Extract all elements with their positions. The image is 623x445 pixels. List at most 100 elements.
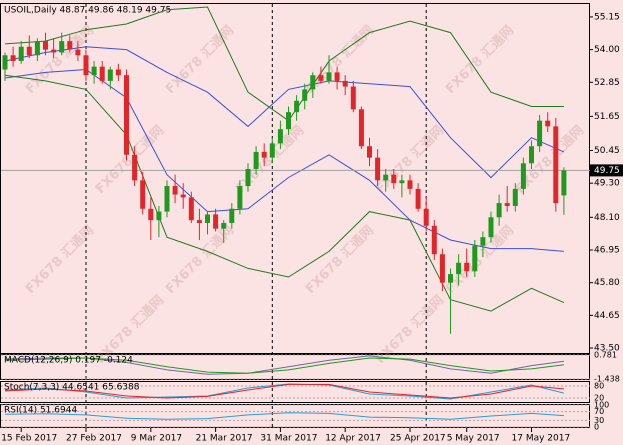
panel-tick-label: 20	[594, 394, 604, 403]
candle-body	[391, 174, 397, 184]
panel-tick-label: 0.781	[594, 351, 617, 360]
candle-body	[480, 237, 486, 246]
candle-body	[310, 75, 316, 90]
y-tick-label: 55.15	[594, 12, 620, 22]
candle-body	[51, 49, 57, 53]
panel-label: MACD(12,26,9) 0.197 -0.124	[4, 356, 133, 366]
y-tick-label: 44.65	[594, 311, 620, 321]
candle-body	[431, 225, 437, 255]
candle-body	[520, 163, 526, 189]
candle-body	[439, 254, 445, 283]
candle-body	[91, 66, 97, 76]
x-tick-label: 9 Mar 2017	[131, 434, 182, 444]
candle-body	[448, 274, 453, 283]
candle-body	[221, 222, 227, 229]
candle-body	[342, 80, 348, 87]
candle-body	[334, 72, 340, 81]
candle-body	[67, 41, 73, 50]
panel-tick-label: 100	[594, 401, 609, 410]
x-tick-label: 31 Mar 2017	[260, 434, 317, 444]
panel-tick-label: 80	[594, 382, 604, 391]
band-line	[4, 68, 564, 252]
chart-title: USOIL,Daily 48.87 49.86 48.19 49.75	[4, 6, 171, 16]
candle-body	[545, 120, 551, 127]
band-line	[4, 74, 565, 312]
x-tick-label: 17 May 2017	[512, 434, 571, 444]
candle-body	[261, 151, 267, 158]
candle-body	[423, 208, 429, 226]
candle-body	[294, 100, 300, 113]
indicator-line	[4, 412, 564, 420]
stoch-frame	[0, 381, 590, 403]
candle-body	[34, 41, 40, 56]
candle-body	[561, 170, 567, 196]
candle-body	[172, 186, 178, 195]
main-frame	[0, 3, 590, 354]
candle-body	[326, 72, 332, 81]
y-tick-label: 51.65	[594, 112, 620, 122]
candle-body	[107, 69, 113, 81]
candle-body	[456, 262, 462, 275]
candle-body	[464, 262, 470, 272]
panel-tick-label: -1.438	[594, 375, 620, 384]
y-tick-label: 43.50	[594, 344, 620, 354]
candle-body	[318, 75, 324, 81]
candle-body	[115, 69, 121, 76]
x-tick-label: 5 May 2017	[447, 434, 500, 444]
candle-body	[504, 203, 510, 206]
candle-body	[553, 126, 559, 204]
candle-body	[269, 143, 275, 158]
candle-body	[383, 174, 389, 181]
y-tick-label: 54.00	[594, 45, 620, 55]
indicator-line	[4, 383, 564, 399]
panel-tick-label: 0	[594, 423, 599, 432]
candle-body	[188, 197, 194, 221]
x-tick-label: 21 Mar 2017	[196, 434, 253, 444]
candle-body	[415, 188, 421, 209]
candle-body	[140, 180, 146, 209]
candle-body	[43, 41, 48, 50]
candle-body	[488, 217, 494, 238]
candle-body	[132, 154, 138, 181]
candle-body	[10, 55, 16, 61]
candle-body	[472, 245, 478, 272]
candle-body	[180, 194, 186, 198]
x-tick-label: 25 Apr 2017	[390, 434, 446, 444]
candle-body	[399, 180, 405, 184]
indicator-line	[4, 357, 564, 374]
candle-body	[512, 188, 518, 206]
candle-body	[213, 214, 219, 229]
candle-body	[2, 55, 8, 70]
candle-body	[407, 180, 413, 189]
candle-body	[245, 168, 251, 187]
y-tick-label: 50.45	[594, 146, 620, 156]
candle-body	[59, 41, 65, 53]
y-tick-label: 49.30	[594, 179, 620, 189]
candle-body	[156, 211, 162, 221]
candle-body	[286, 112, 291, 130]
candle-body	[18, 46, 24, 61]
panel-label: RSI(14) 51.6944	[4, 406, 77, 416]
candle-body	[196, 220, 202, 223]
candle-body	[277, 129, 283, 144]
candle-body	[253, 151, 259, 169]
candle-body	[26, 46, 32, 56]
candle-body	[124, 75, 129, 155]
y-tick-label: 46.95	[594, 245, 620, 255]
x-tick-label: 27 Feb 2017	[66, 434, 122, 444]
candle-body	[229, 208, 235, 223]
panel-label: Stoch(7,3,3) 44.6541 65.6388	[4, 383, 140, 393]
candle-body	[350, 86, 356, 110]
candle-body	[205, 214, 210, 223]
candle-body	[367, 146, 372, 158]
candle-body	[83, 55, 89, 76]
y-tick-label: 45.80	[594, 278, 620, 288]
panel-tick-label: 70	[594, 407, 604, 416]
candle-body	[148, 208, 154, 221]
indicator-line	[4, 355, 564, 375]
x-tick-label: 12 Apr 2017	[325, 434, 381, 444]
x-tick-label: 15 Feb 2017	[1, 434, 57, 444]
candle-body	[496, 203, 502, 218]
